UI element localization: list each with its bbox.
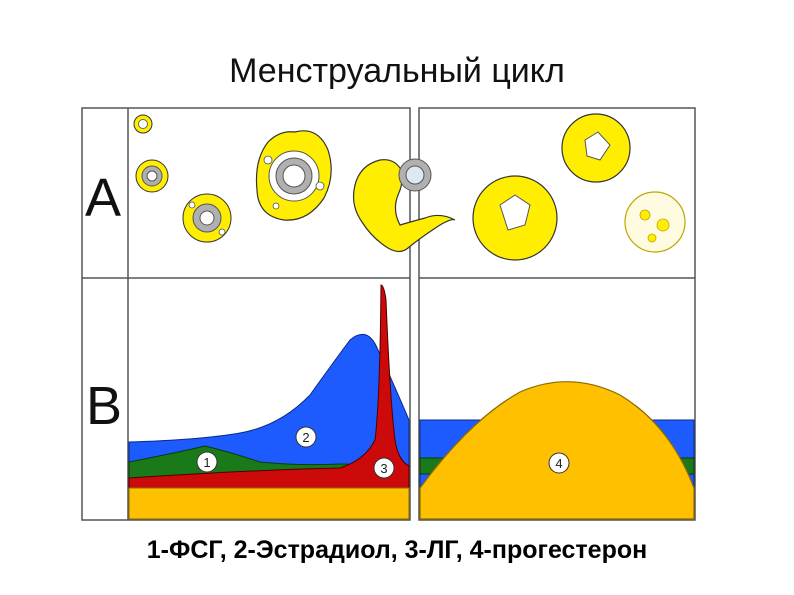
row-label-b: B	[86, 376, 122, 436]
curve-number-3: 3	[380, 461, 387, 476]
curve-marker-3: 3	[373, 457, 395, 479]
curve-number-4: 4	[555, 456, 562, 471]
hormone-chart-left	[128, 284, 410, 520]
curve-marker-4: 4	[548, 452, 570, 474]
mature-corpus-luteum	[561, 113, 631, 183]
row-label-a: A	[85, 168, 121, 228]
left-frame	[81, 107, 411, 521]
curve-number-1: 1	[203, 455, 210, 470]
corpus-albicans	[624, 191, 686, 253]
hormone-legend-caption: 1-ФСГ, 2-Эстрадиол, 3-ЛГ, 4-прогестерон	[146, 536, 648, 564]
slide-title: Менструальный цикл	[229, 52, 565, 90]
corpus-luteum	[472, 175, 558, 261]
right-frame	[418, 107, 696, 521]
follicle-stages	[133, 113, 686, 261]
ovulating-follicle	[352, 158, 456, 253]
secondary-follicle	[182, 193, 232, 243]
curve-marker-2: 2	[295, 426, 317, 448]
primordial-follicle	[133, 114, 153, 134]
progesterone-baseline-left	[128, 487, 410, 520]
hormone-chart-right	[419, 381, 695, 520]
curve-number-2: 2	[302, 430, 309, 445]
primary-follicle	[135, 159, 169, 193]
antral-follicle	[255, 130, 332, 221]
progesterone-curve	[419, 381, 695, 520]
curve-marker-1: 1	[196, 451, 218, 473]
